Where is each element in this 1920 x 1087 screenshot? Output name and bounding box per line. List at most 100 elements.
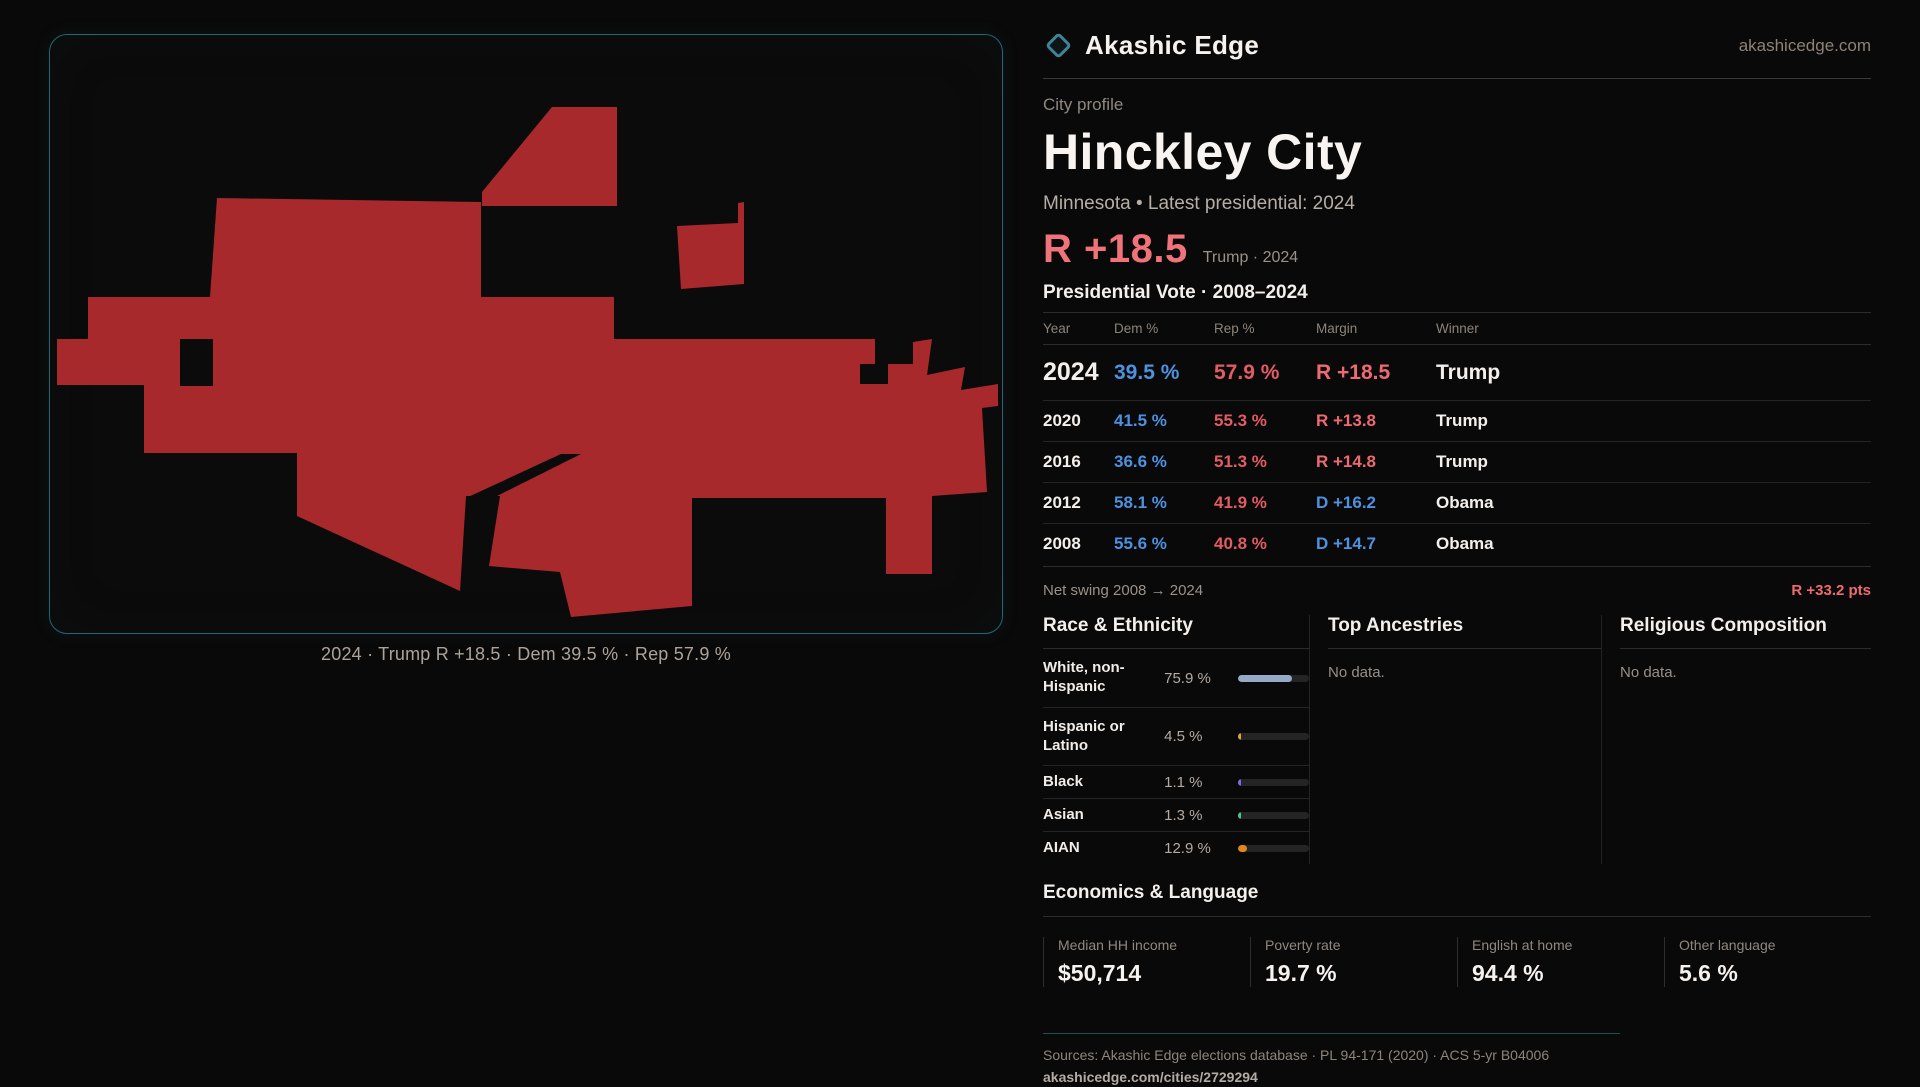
- race-rows: White, non-Hispanic 75.9 % Hispanic or Lat…: [1043, 649, 1309, 864]
- top-ancestries-title: Top Ancestries: [1328, 615, 1601, 649]
- vote-row-2008: 2008 55.6 % 40.8 % D +14.7 Obama: [1043, 523, 1871, 565]
- map-shape-main-boundary: [57, 198, 998, 617]
- race-value: 75.9 %: [1164, 669, 1211, 687]
- vote-cell-margin: R +13.8: [1316, 411, 1377, 430]
- vote-cell-rep-pct: 57.9 %: [1214, 360, 1280, 384]
- vote-cell-margin: D +16.2: [1316, 493, 1377, 512]
- citation-link[interactable]: akashicedge.com/cities/2729294: [1043, 1069, 1258, 1085]
- vote-table-header-row: Year Dem % Rep % Margin Winner: [1043, 312, 1871, 345]
- race-row: Hispanic or Latino 4.5 %: [1043, 707, 1309, 765]
- stat-label: Median HH income: [1058, 937, 1178, 953]
- vote-row-2020: 2020 41.5 % 55.3 % R +13.8 Trump: [1043, 400, 1871, 442]
- religious-composition-title: Religious Composition: [1620, 615, 1871, 649]
- vote-row-2016: 2016 36.6 % 51.3 % R +14.8 Trump: [1043, 441, 1871, 483]
- vote-cell-dem-pct: 39.5 %: [1114, 360, 1180, 384]
- site-link[interactable]: akashicedge.com: [1738, 35, 1871, 55]
- vote-cell-margin: R +14.8: [1316, 452, 1377, 471]
- race-row: AIAN 12.9 %: [1043, 831, 1309, 864]
- map-shape-north-annex: [482, 107, 617, 206]
- city-subtitle: Minnesota • Latest presidential: 2024: [1043, 193, 1355, 214]
- vote-col-header-rep: Rep %: [1214, 312, 1316, 345]
- race-bar-fill: [1237, 844, 1247, 852]
- stat-block: Other language 5.6 %: [1664, 937, 1871, 987]
- city-profile-panel: Akashic Edge akashicedge.com City profil…: [1043, 0, 1871, 1087]
- vote-cell-year: 2012: [1043, 493, 1081, 512]
- race-row: Black 1.1 %: [1043, 765, 1309, 798]
- profile-kicker: City profile: [1043, 95, 1124, 114]
- city-boundary-map: [57, 107, 998, 617]
- net-swing-value: R +33.2 pts: [1791, 582, 1871, 599]
- stat-block: Median HH income $50,714: [1043, 937, 1250, 987]
- race-label: Asian: [1043, 805, 1084, 823]
- vote-cell-rep-pct: 55.3 %: [1214, 411, 1267, 430]
- section-race-ethnicity: Race & Ethnicity White, non-Hispanic 75.9…: [1043, 615, 1309, 864]
- race-label: White, non-Hispanic: [1043, 659, 1125, 695]
- race-bar: [1237, 778, 1309, 786]
- ancestries-empty-state: No data.: [1328, 664, 1385, 681]
- race-bar: [1237, 733, 1309, 740]
- stat-block: Poverty rate 19.7 %: [1250, 937, 1457, 987]
- economics-language-title: Economics & Language: [1043, 882, 1871, 917]
- vote-cell-year: 2024: [1043, 358, 1099, 386]
- map-shape-east-annex: [677, 202, 744, 289]
- vote-col-header-year: Year: [1043, 312, 1114, 345]
- race-value: 1.3 %: [1164, 806, 1203, 824]
- vote-col-header-winner: Winner: [1436, 312, 1871, 345]
- stat-label: Poverty rate: [1265, 937, 1341, 953]
- vote-cell-winner: Obama: [1436, 493, 1494, 512]
- vote-cell-rep-pct: 41.9 %: [1214, 493, 1267, 512]
- vote-cell-winner: Obama: [1436, 534, 1494, 553]
- brand: Akashic Edge: [1043, 30, 1259, 61]
- vote-row-2012: 2012 58.1 % 41.9 % D +16.2 Obama: [1043, 482, 1871, 524]
- sources-line: Sources: Akashic Edge elections database…: [1043, 1047, 1550, 1063]
- stat-value: $50,714: [1058, 960, 1142, 986]
- footer: Sources: Akashic Edge elections database…: [1043, 1033, 1871, 1087]
- race-label: Black: [1043, 772, 1084, 790]
- brand-name: Akashic Edge: [1085, 30, 1260, 60]
- race-row: Asian 1.3 %: [1043, 798, 1309, 831]
- vote-cell-winner: Trump: [1436, 360, 1501, 384]
- demographics-columns: Race & Ethnicity White, non-Hispanic 75.9…: [1043, 615, 1871, 864]
- race-value: 12.9 %: [1164, 839, 1211, 857]
- map-caption: 2024 · Trump R +18.5 · Dem 39.5 % · Rep …: [321, 644, 731, 664]
- stat-label: Other language: [1679, 937, 1776, 953]
- race-ethnicity-title: Race & Ethnicity: [1043, 615, 1309, 649]
- map-hole-east-notch: [860, 364, 888, 384]
- brand-header: Akashic Edge akashicedge.com: [1043, 0, 1871, 79]
- vote-cell-margin: D +14.7: [1316, 534, 1377, 553]
- race-bar-fill: [1237, 733, 1241, 740]
- vote-cell-dem-pct: 55.6 %: [1114, 534, 1167, 553]
- city-boundary-map-panel: [49, 34, 1003, 634]
- stat-block: English at home 94.4 %: [1457, 937, 1664, 987]
- map-hole-south-notch: [466, 454, 581, 500]
- city-title: Hinckley City: [1043, 124, 1363, 180]
- section-top-ancestries: Top Ancestries No data.: [1309, 615, 1601, 864]
- stat-value: 94.4 %: [1472, 960, 1544, 986]
- race-bar-fill: [1237, 674, 1293, 682]
- vote-col-header-margin: Margin: [1316, 312, 1436, 345]
- stat-value: 19.7 %: [1265, 960, 1337, 986]
- vote-cell-rep-pct: 40.8 %: [1214, 534, 1267, 553]
- vote-cell-winner: Trump: [1436, 411, 1488, 430]
- race-value: 1.1 %: [1164, 773, 1203, 791]
- stat-value: 5.6 %: [1679, 960, 1738, 986]
- vote-cell-year: 2016: [1043, 452, 1081, 471]
- race-row: White, non-Hispanic 75.9 %: [1043, 649, 1309, 707]
- footer-divider: [1043, 1033, 1620, 1034]
- vote-cell-dem-pct: 58.1 %: [1114, 493, 1167, 512]
- vote-table: Year Dem % Rep % Margin Winner 2024 39.5 % 57.…: [1043, 312, 1871, 564]
- vote-table-title: Presidential Vote · 2008–2024: [1043, 282, 1308, 303]
- race-value: 4.5 %: [1164, 728, 1203, 745]
- vote-row-2024: 2024 39.5 % 57.9 % R +18.5 Trump: [1043, 345, 1871, 401]
- vote-cell-year: 2020: [1043, 411, 1081, 430]
- economics-stats: Median HH income $50,714 Poverty rate 19.7 …: [1043, 937, 1871, 987]
- race-bar-fill: [1237, 778, 1241, 786]
- vote-cell-winner: Trump: [1436, 452, 1488, 471]
- section-religious-composition: Religious Composition No data.: [1601, 615, 1871, 864]
- map-hole-west-notch: [180, 339, 213, 386]
- race-bar: [1237, 811, 1309, 819]
- vote-cell-margin: R +18.5: [1316, 360, 1391, 384]
- net-swing-row: Net swing 2008 → 2024 R +33.2 pts: [1043, 566, 1871, 599]
- religion-empty-state: No data.: [1620, 664, 1677, 681]
- race-label: Hispanic or Latino: [1043, 717, 1125, 754]
